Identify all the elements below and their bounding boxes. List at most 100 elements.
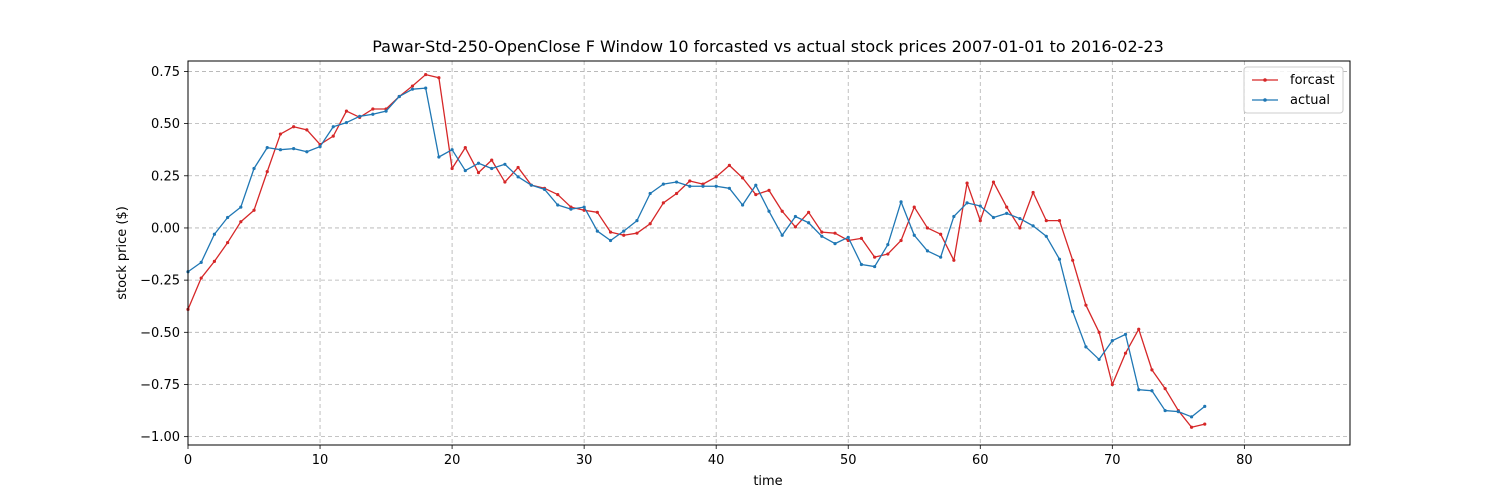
data-point-forcast — [648, 222, 652, 226]
data-point-forcast — [410, 84, 415, 88]
data-point-actual — [688, 184, 692, 188]
data-point-forcast — [1110, 382, 1114, 387]
data-point-forcast — [674, 191, 679, 196]
data-point-forcast — [424, 72, 428, 77]
x-tick-label: 70 — [1104, 453, 1121, 468]
data-point-actual — [239, 205, 243, 209]
data-point-actual — [780, 233, 784, 237]
data-point-actual — [1005, 211, 1009, 215]
legend-forcast-marker — [1263, 78, 1267, 82]
data-point-actual — [939, 255, 943, 259]
legend-actual-label: actual — [1290, 93, 1330, 108]
data-point-forcast — [661, 201, 665, 205]
y-tick-label: −0.50 — [140, 326, 180, 341]
data-point-forcast — [939, 232, 943, 236]
y-axis-ticks: −1.00 −0.75 −0.50 −0.25 0.00 0.25 0.50 0.75 — [140, 65, 188, 445]
data-point-forcast — [754, 192, 758, 197]
legend-forcast-label: forcast — [1290, 73, 1335, 88]
grid-lines — [187, 61, 1350, 445]
data-point-actual — [265, 146, 269, 150]
series-forcast — [186, 72, 1207, 429]
data-point-forcast — [793, 225, 798, 229]
data-point-actual — [595, 229, 599, 233]
data-point-actual — [252, 166, 256, 171]
x-tick-label: 20 — [444, 453, 461, 468]
data-point-actual — [226, 215, 230, 220]
y-tick-label: 0.00 — [151, 221, 180, 236]
data-point-forcast — [252, 208, 256, 212]
data-point-forcast — [265, 170, 269, 174]
data-point-actual — [476, 161, 481, 165]
data-point-forcast — [1097, 330, 1101, 334]
data-point-actual — [965, 201, 969, 205]
data-point-actual — [648, 191, 652, 196]
data-point-actual — [1071, 309, 1075, 314]
data-point-actual — [991, 215, 996, 220]
data-point-forcast — [226, 240, 230, 245]
data-point-actual — [714, 184, 718, 188]
data-point-forcast — [807, 210, 811, 214]
data-point-forcast — [199, 276, 203, 280]
data-point-actual — [358, 114, 362, 118]
data-point-actual — [278, 148, 283, 152]
data-point-forcast — [873, 255, 877, 259]
x-tick-label: 60 — [972, 453, 989, 468]
data-point-forcast — [1189, 425, 1194, 429]
x-tick-label: 30 — [576, 453, 593, 468]
data-point-actual — [886, 243, 890, 247]
data-point-actual — [569, 207, 573, 211]
data-point-actual — [371, 112, 375, 116]
data-point-forcast — [622, 233, 626, 237]
x-tick-label: 80 — [1236, 453, 1253, 468]
series-layer — [186, 72, 1207, 429]
data-point-forcast — [688, 179, 692, 183]
data-point-forcast — [727, 163, 731, 167]
data-point-actual — [1031, 224, 1035, 228]
data-point-actual — [516, 175, 520, 179]
data-point-forcast — [859, 236, 864, 240]
data-point-actual — [754, 183, 758, 187]
data-point-actual — [899, 200, 903, 204]
x-tick-label: 10 — [312, 453, 329, 468]
data-point-forcast — [1044, 219, 1048, 223]
data-point-forcast — [463, 146, 467, 150]
data-point-forcast — [1071, 258, 1075, 262]
data-point-actual — [582, 205, 586, 209]
data-point-actual — [490, 166, 494, 171]
data-point-forcast — [278, 132, 283, 136]
data-point-forcast — [886, 252, 890, 256]
data-point-actual — [674, 180, 679, 184]
data-point-actual — [384, 109, 388, 113]
data-point-actual — [622, 229, 626, 233]
data-point-actual — [450, 148, 454, 152]
data-point-actual — [1203, 404, 1207, 408]
data-point-forcast — [965, 181, 969, 185]
data-point-actual — [397, 94, 401, 99]
data-point-forcast — [437, 76, 441, 80]
data-point-actual — [635, 219, 639, 223]
data-point-forcast — [952, 258, 956, 262]
data-point-actual — [767, 209, 771, 213]
data-point-forcast — [991, 180, 996, 184]
data-point-forcast — [1005, 205, 1009, 209]
data-point-actual — [424, 86, 428, 90]
y-tick-label: 0.50 — [151, 117, 180, 132]
data-point-actual — [410, 87, 415, 91]
x-tick-label: 50 — [840, 453, 857, 468]
data-point-forcast — [1203, 422, 1207, 426]
plot-area-frame — [187, 60, 1351, 446]
data-point-actual — [608, 238, 613, 243]
y-tick-label: −0.25 — [140, 274, 180, 289]
data-point-actual — [807, 221, 811, 225]
legend-box — [1243, 66, 1344, 114]
data-point-forcast — [292, 125, 296, 129]
data-point-forcast — [1057, 219, 1062, 223]
data-point-actual — [437, 155, 441, 159]
data-point-forcast — [344, 109, 349, 113]
x-tick-label: 40 — [708, 453, 725, 468]
data-point-actual — [1123, 332, 1128, 336]
data-point-actual — [952, 214, 956, 219]
data-point-actual — [556, 203, 560, 207]
